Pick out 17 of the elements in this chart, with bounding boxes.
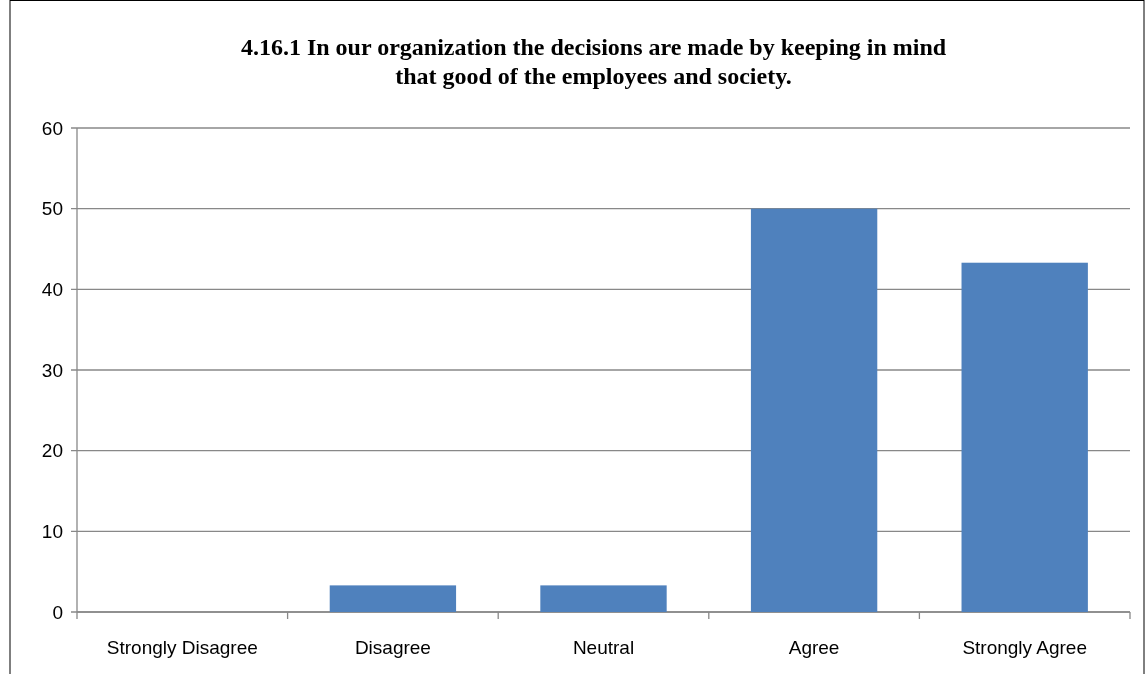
- bar: [961, 262, 1088, 612]
- x-tick-label: Disagree: [354, 637, 431, 658]
- y-tick-label: 30: [41, 359, 63, 381]
- y-tick-label: 60: [41, 117, 63, 139]
- bar: [329, 585, 457, 612]
- bar: [540, 585, 667, 612]
- y-tick-label: 50: [41, 198, 63, 220]
- chart-title: 4.16.1 In our organization the decisions are made by keeping in mind that good of the employees and society.: [240, 34, 947, 89]
- bar: [750, 208, 878, 612]
- x-tick-label: Agree: [788, 637, 840, 658]
- y-tick-label: 0: [52, 601, 63, 623]
- x-tick-label: Strongly Disagree: [106, 637, 258, 658]
- x-tick-label: Neutral: [572, 637, 635, 658]
- y-tick-label: 40: [41, 278, 63, 300]
- y-tick-label: 20: [41, 440, 63, 462]
- x-tick-label: Strongly Agree: [962, 637, 1088, 658]
- y-tick-label: 10: [41, 520, 63, 542]
